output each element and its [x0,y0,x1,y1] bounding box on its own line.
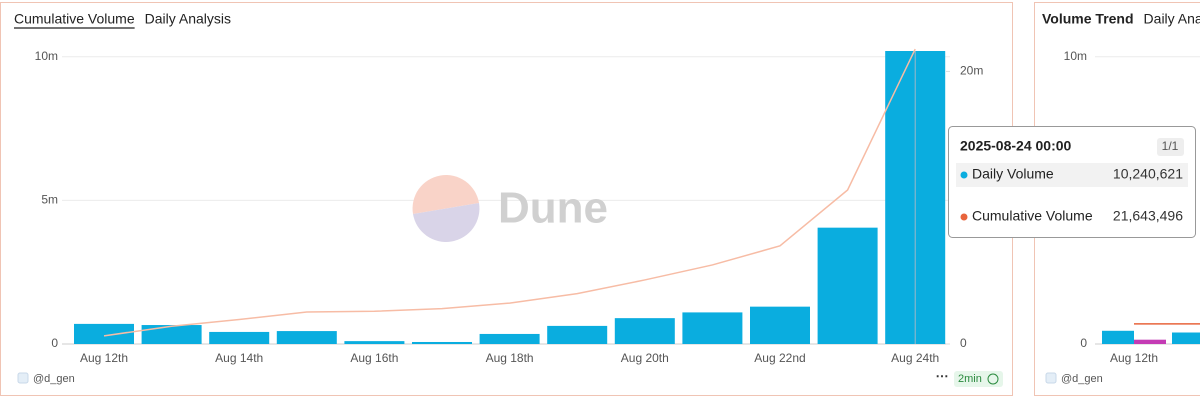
bar [479,333,540,344]
y-tick-label: 5m [41,193,58,207]
bar [682,312,743,344]
x-tick-label: Aug 20th [621,351,669,365]
tooltip-page: 1/1 [1162,139,1179,153]
y2-tick-label: 20m [960,64,983,78]
line [103,48,916,337]
tooltip-dot [960,171,968,179]
tab[interactable]: Cumulative Volume [14,11,135,27]
x-tick-label: Aug 12th [80,351,128,365]
x-tick-label: Aug 22nd [754,351,805,365]
tooltip-dot [960,213,968,221]
bar [344,341,405,344]
footer-icon [1045,372,1057,384]
bar [750,306,810,344]
x-tick-label: Aug 24th [891,351,939,365]
tooltip-row-highlight [956,163,1188,187]
tooltip-series-name: Cumulative Volume [972,208,1093,224]
tooltip-value: 10,240,621 [1113,166,1183,182]
y-tick-label: 10m [35,49,58,63]
footer-handle: @d_gen [33,373,75,385]
tab[interactable]: Daily Analysis [1144,11,1200,27]
watermark-logo [413,203,480,242]
y-tick-label: 10m [1064,49,1087,63]
bar [74,323,134,344]
bar [412,341,472,344]
tooltip: 2025-08-24 00:00 1/1 Daily Volume 10,240,62… [948,126,1196,238]
bar [1172,332,1200,344]
tab[interactable]: Volume Trend [1042,11,1134,27]
x-tick-label: Aug 14th [215,351,263,365]
y-tick-label: 0 [51,336,58,350]
x-tick-label: Aug 12th [1110,351,1158,365]
bar [817,227,878,344]
bar [209,331,270,344]
refresh-label: 2min [958,373,982,385]
tooltip-page-box [1157,138,1184,156]
tooltip-value: 21,643,496 [1113,208,1183,224]
watermark: Dune [498,184,608,233]
bar [1134,339,1166,344]
tab[interactable]: Daily Analysis [145,11,231,27]
footer-handle: @d_gen [1061,373,1103,385]
refresh-icon [987,373,999,385]
y-tick-label: 0 [1080,336,1087,350]
x-tick-label: Aug 18th [486,351,534,365]
more-menu[interactable]: ⋯ [936,368,949,383]
bar [1102,330,1134,344]
tooltip-series-name: Daily Volume [972,166,1054,182]
watermark-logo [412,175,479,214]
bar [614,318,675,344]
bar [141,325,202,344]
tooltip-title: 2025-08-24 00:00 [960,138,1072,154]
y2-tick-label: 0 [960,336,967,350]
x-tick-label: Aug 16th [350,351,398,365]
bar [276,331,337,344]
footer-icon [17,372,29,384]
bar [547,325,608,344]
